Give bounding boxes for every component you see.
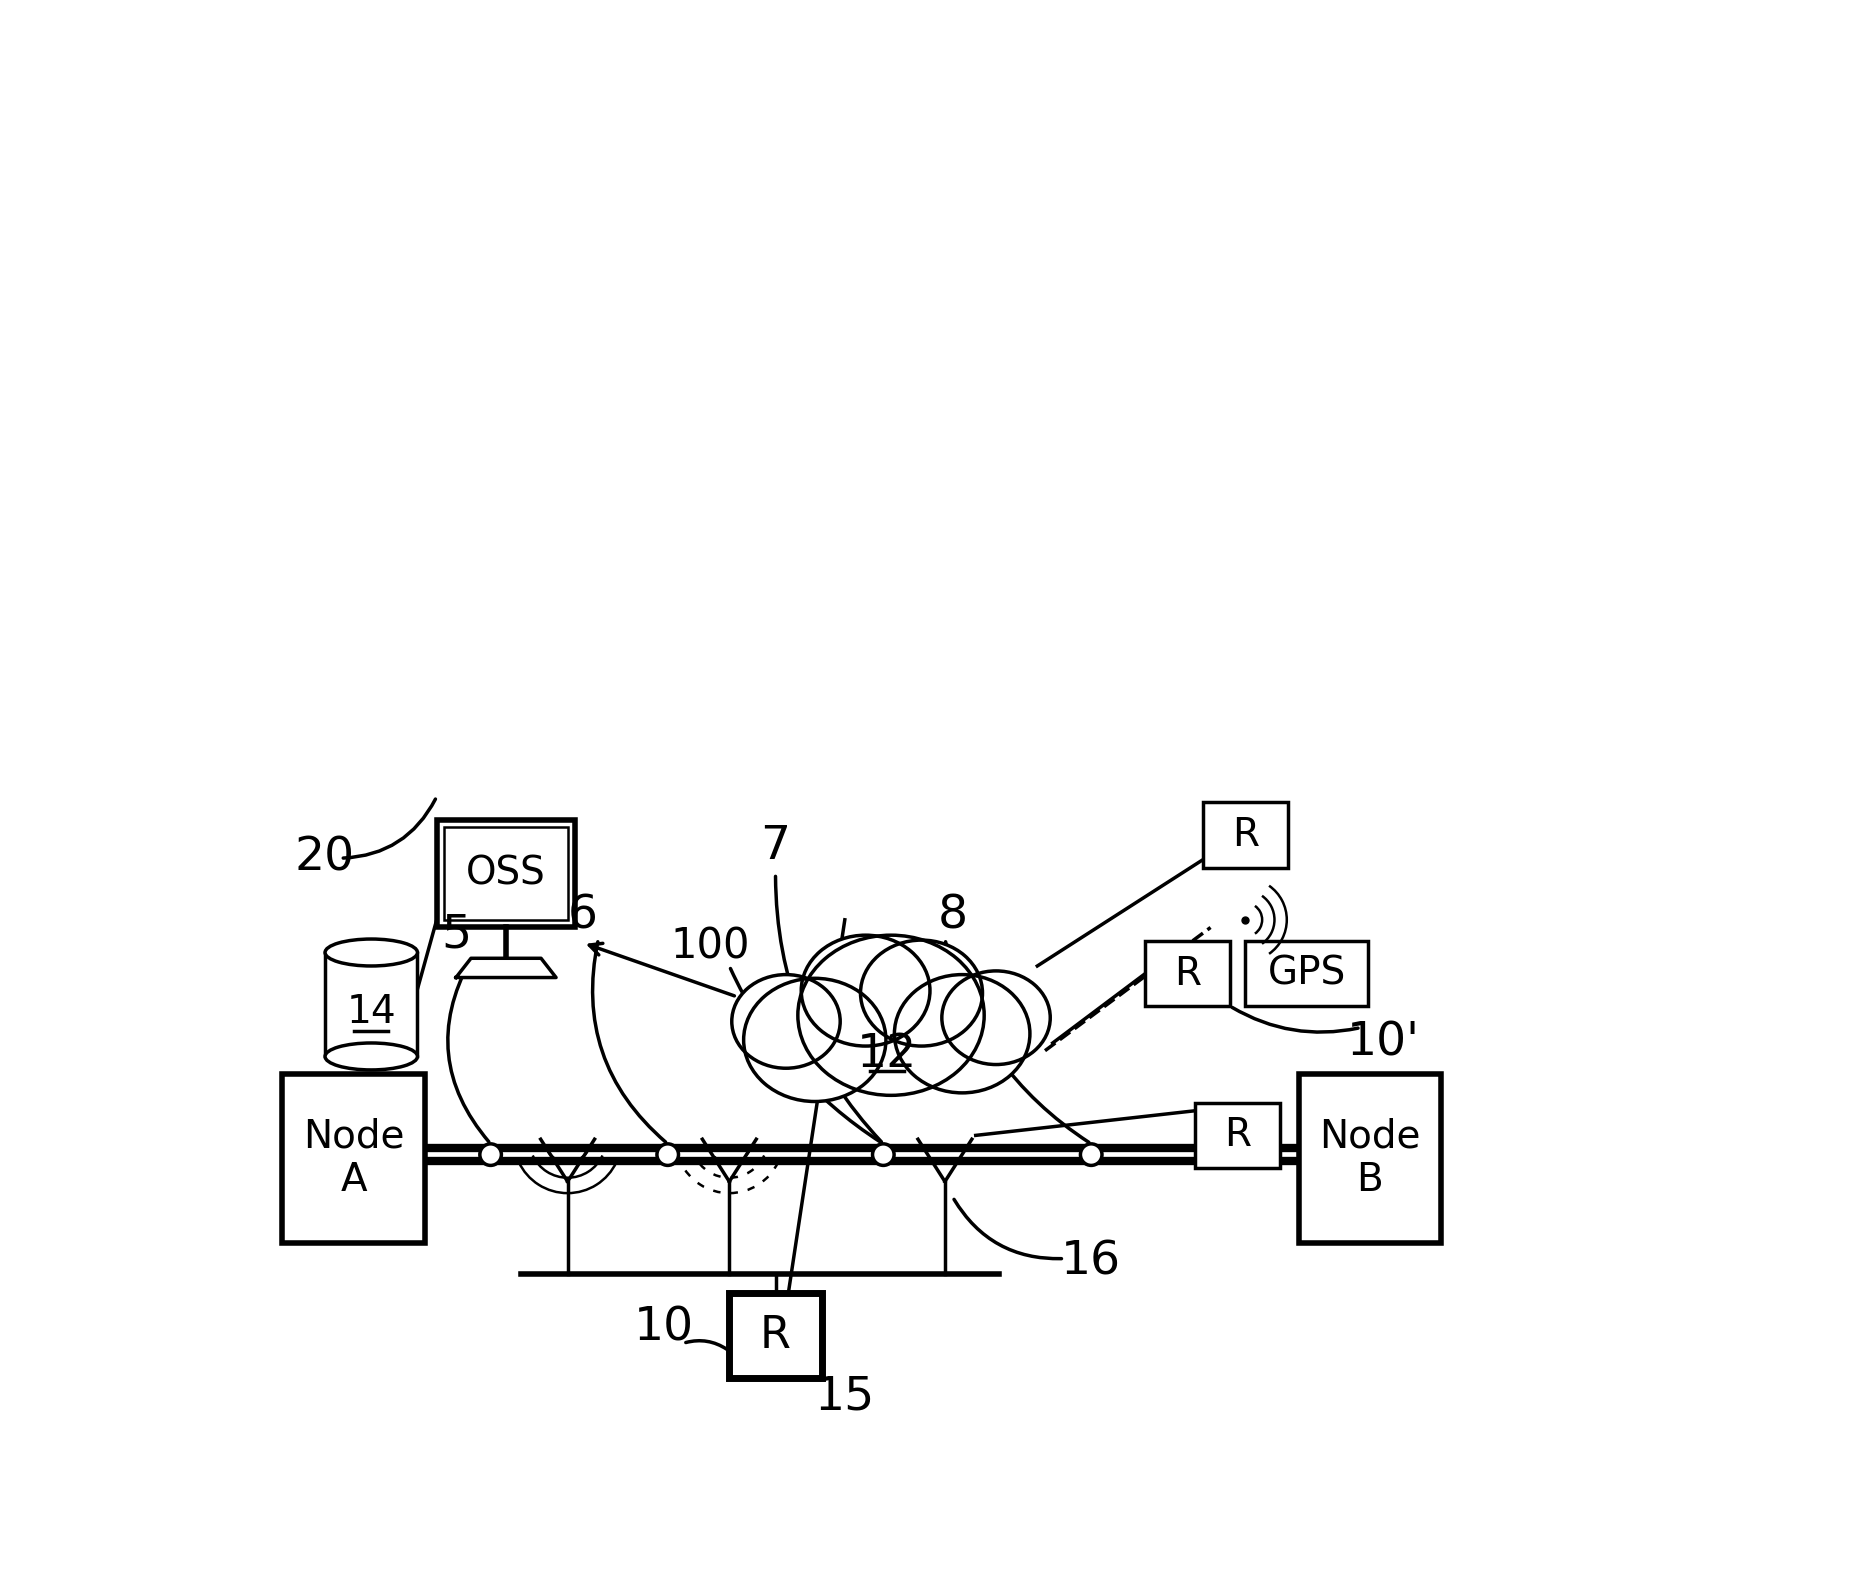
Text: R: R [761, 1315, 790, 1357]
Ellipse shape [861, 940, 983, 1047]
Text: 20: 20 [295, 836, 354, 880]
Text: R: R [1174, 954, 1200, 993]
Ellipse shape [325, 938, 417, 967]
Circle shape [872, 1144, 894, 1166]
Text: Node
B: Node B [1319, 1117, 1421, 1199]
Text: 100: 100 [670, 926, 749, 968]
Text: 6: 6 [568, 893, 597, 938]
Ellipse shape [798, 935, 985, 1095]
Bar [325, 952, 417, 1056]
Circle shape [657, 1144, 679, 1166]
Text: 14: 14 [347, 993, 397, 1031]
Bar [729, 1293, 822, 1378]
Ellipse shape [744, 979, 887, 1101]
Bar [1195, 1103, 1280, 1167]
Ellipse shape [942, 971, 1050, 1064]
Text: 10: 10 [634, 1305, 694, 1351]
Circle shape [1080, 1144, 1102, 1166]
Ellipse shape [894, 974, 1030, 1094]
Text: GPS: GPS [1267, 954, 1347, 993]
Bar [1245, 941, 1369, 1006]
Text: 10': 10' [1347, 1020, 1421, 1065]
Ellipse shape [325, 1043, 417, 1070]
Polygon shape [456, 959, 556, 977]
Text: 12: 12 [857, 1032, 916, 1076]
Text: 16: 16 [1061, 1240, 1120, 1285]
Text: 7: 7 [761, 824, 790, 869]
Text: R: R [1232, 816, 1260, 854]
Bar [1145, 941, 1230, 1006]
Text: 5: 5 [441, 913, 471, 957]
Text: Node
A: Node A [302, 1117, 404, 1199]
Bar [1202, 802, 1287, 868]
Text: 8: 8 [937, 893, 968, 938]
Ellipse shape [731, 974, 840, 1068]
Bar [436, 819, 575, 927]
Bar [1298, 1073, 1441, 1243]
Ellipse shape [801, 935, 929, 1047]
Text: R: R [1224, 1117, 1250, 1155]
Bar [445, 827, 568, 919]
Circle shape [480, 1144, 501, 1166]
Text: OSS: OSS [466, 855, 545, 893]
Text: 15: 15 [814, 1374, 876, 1420]
Bar [282, 1073, 425, 1243]
